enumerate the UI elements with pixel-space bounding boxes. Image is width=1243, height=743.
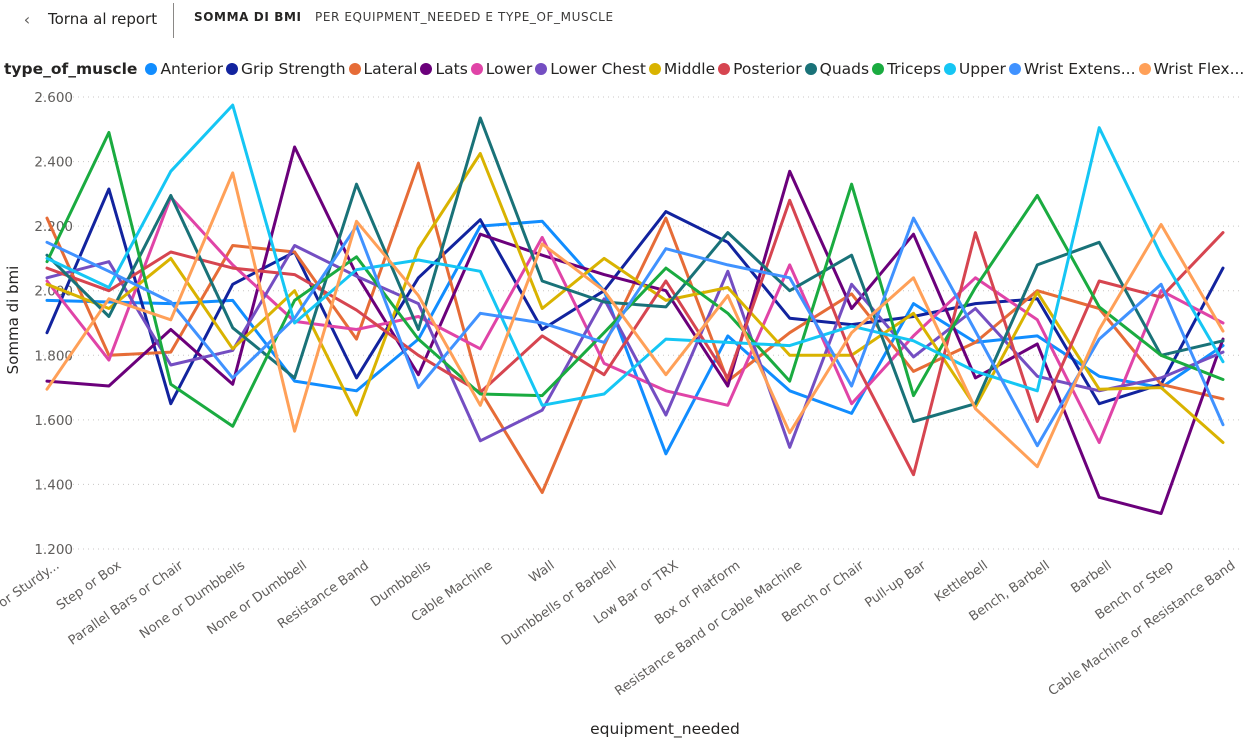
x-tick-label: Pull-up Bar	[862, 558, 929, 611]
legend-label: Wrist Flex...	[1153, 60, 1243, 78]
legend-item[interactable]: Anterior	[145, 60, 223, 78]
series-line[interactable]	[45, 131, 1225, 428]
legend-marker-icon	[872, 63, 885, 75]
x-tick-label: Kettlebell	[932, 558, 991, 605]
legend-item[interactable]: Lats	[420, 60, 468, 78]
series-line[interactable]	[45, 195, 1225, 444]
series-line[interactable]	[45, 198, 1225, 477]
legend-label: Posterior	[733, 60, 802, 78]
legend-title: type_of_muscle	[4, 60, 138, 78]
legend-label: Lats	[435, 60, 468, 78]
chart-legend: type_of_muscle Anterior Grip Strength Late…	[4, 58, 1243, 80]
legend-label: Anterior	[160, 60, 224, 78]
x-tick-label: Wall	[527, 558, 558, 586]
y-tick-label: 1.400	[34, 477, 73, 493]
y-axis-title: Somma di bmi	[4, 266, 22, 375]
legend-marker-icon	[420, 63, 433, 75]
top-bar: ‹ Torna al report SOMMA DI BMI PER EQUIP…	[0, 0, 1243, 38]
visual-title: SOMMA DI BMI	[194, 10, 302, 24]
legend-label: Middle	[663, 60, 716, 78]
y-tick-label: 1.200	[34, 542, 73, 558]
series-line[interactable]	[45, 152, 1225, 444]
legend-marker-icon	[943, 63, 956, 75]
legend-item[interactable]: Grip Strength	[226, 60, 346, 78]
legend-marker-icon	[470, 63, 483, 75]
series-line[interactable]	[45, 244, 1225, 449]
legend-label: Upper	[958, 60, 1006, 78]
legend-item[interactable]: Quads	[804, 60, 870, 78]
legend-item[interactable]: Posterior	[718, 60, 802, 78]
y-tick-label: 2.400	[34, 155, 73, 171]
series-line[interactable]	[45, 219, 1225, 456]
series-line[interactable]	[45, 216, 1225, 448]
x-tick-label: None or Dumbbell	[205, 558, 310, 638]
legend-marker-icon	[535, 63, 548, 75]
legend-marker-icon	[648, 63, 661, 75]
legend-marker-icon	[718, 63, 731, 75]
y-tick-label: 2.600	[34, 90, 73, 106]
legend-item[interactable]: Lower Chest	[535, 60, 646, 78]
legend-marker-icon	[348, 63, 361, 75]
legend-item[interactable]: Triceps	[872, 60, 941, 78]
back-to-report-button[interactable]: ‹ Torna al report	[16, 6, 157, 32]
x-tick-label: Barbell	[1069, 558, 1115, 597]
legend-marker-icon	[1138, 63, 1151, 75]
x-tick-label: Bench or Sturdy...	[0, 558, 62, 636]
legend-item[interactable]: Middle	[648, 60, 716, 78]
legend-label: Lateral	[363, 60, 418, 78]
legend-label: Triceps	[887, 60, 941, 78]
series-line[interactable]	[45, 103, 1225, 407]
legend-label: Wrist Extens...	[1023, 60, 1136, 78]
legend-item[interactable]: Upper	[943, 60, 1006, 78]
legend-label: Grip Strength	[241, 60, 346, 78]
legend-label: Lower	[485, 60, 533, 78]
legend-item[interactable]: Lateral	[348, 60, 418, 78]
visual-subtitle: PER EQUIPMENT_NEEDED E TYPE_OF_MUSCLE	[315, 10, 614, 24]
y-tick-label: 2.200	[34, 219, 73, 235]
legend-marker-icon	[1008, 63, 1021, 75]
legend-item[interactable]: Wrist Flex...	[1138, 60, 1243, 78]
legend-marker-icon	[145, 63, 158, 75]
y-tick-label: 1.600	[34, 413, 73, 429]
legend-label: Quads	[819, 60, 870, 78]
legend-label: Lower Chest	[550, 60, 646, 78]
legend-marker-icon	[804, 63, 817, 75]
back-to-report-label: Torna al report	[48, 10, 158, 28]
legend-marker-icon	[226, 63, 239, 75]
header-divider	[173, 3, 174, 38]
y-tick-label: 1.800	[34, 348, 73, 364]
series-line[interactable]	[45, 171, 1225, 469]
x-axis-title: equipment_needed	[590, 720, 740, 739]
legend-item[interactable]: Lower	[470, 60, 533, 78]
series-line[interactable]	[45, 145, 1225, 515]
legend-item[interactable]: Wrist Extens...	[1008, 60, 1136, 78]
x-tick-label: Dumbbells or Barbell	[499, 558, 620, 649]
x-tick-label: Parallel Bars or Chair	[66, 558, 187, 649]
series-line[interactable]	[45, 116, 1225, 423]
chevron-left-icon: ‹	[23, 9, 31, 29]
x-tick-label: None or Dumbbells	[137, 558, 248, 642]
